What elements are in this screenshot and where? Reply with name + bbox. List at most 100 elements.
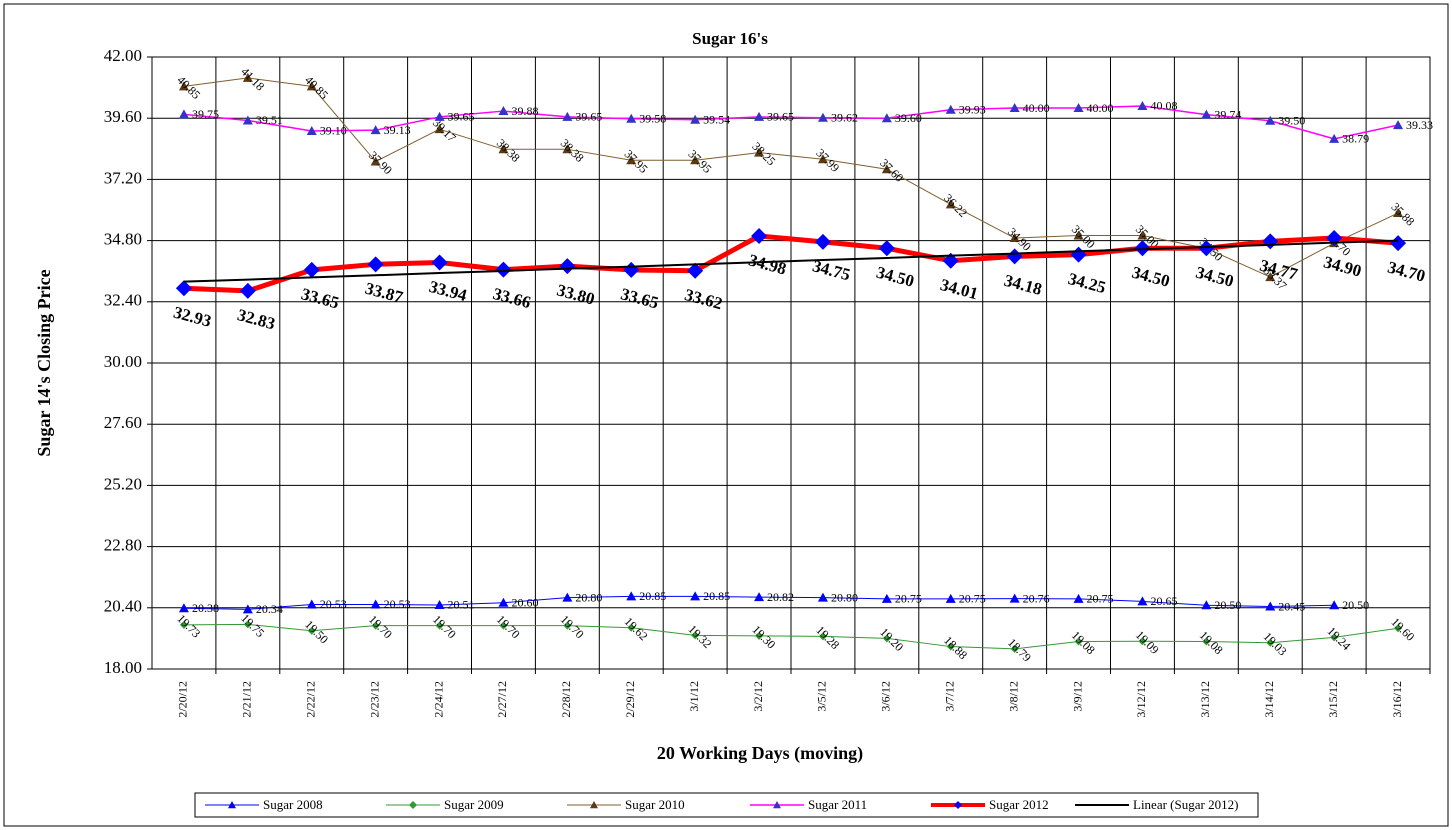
data-point [878, 240, 895, 257]
data-label: 40.00 [1023, 101, 1050, 115]
data-point [498, 106, 509, 116]
data-label: 39.13 [384, 123, 411, 137]
data-point [1393, 208, 1404, 218]
x-tick-label: 3/9/12 [1070, 681, 1084, 712]
data-point [1201, 600, 1212, 610]
data-label: 20.60 [511, 595, 538, 609]
data-label: 38.79 [1342, 132, 1369, 146]
data-point [1330, 633, 1339, 642]
data-point [814, 233, 831, 250]
data-point [1329, 600, 1340, 610]
x-tick-label: 3/13/12 [1198, 681, 1212, 718]
x-tick-label: 3/5/12 [815, 681, 829, 712]
data-point [1198, 240, 1215, 257]
data-point [1201, 109, 1212, 119]
data-point [370, 125, 381, 135]
data-label: 39.10 [320, 124, 347, 138]
data-point [1010, 644, 1019, 653]
y-tick-label: 25.20 [104, 474, 142, 493]
x-tick-label: 3/14/12 [1262, 681, 1276, 718]
data-point [818, 632, 827, 641]
y-tick-label: 30.00 [104, 352, 142, 371]
data-point [371, 621, 380, 630]
data-point [626, 591, 637, 601]
data-point [1390, 235, 1407, 252]
data-point [1009, 103, 1020, 112]
data-point [627, 623, 636, 632]
data-point [242, 72, 253, 82]
data-point [946, 642, 955, 651]
data-point [882, 634, 891, 643]
data-point [817, 112, 828, 122]
data-point [367, 256, 384, 273]
chart-title: Sugar 16's [692, 29, 768, 48]
data-point [1074, 637, 1083, 646]
data-point [239, 282, 256, 299]
data-point [1265, 272, 1276, 282]
legend-marker [590, 801, 598, 809]
data-point [431, 254, 448, 271]
data-point [945, 593, 956, 603]
data-point [945, 199, 956, 209]
x-tick-label: 2/24/12 [431, 681, 445, 718]
data-point [498, 144, 509, 154]
data-label: 39.50 [1278, 114, 1305, 128]
data-label: 20.76 [1023, 591, 1050, 605]
data-point [1329, 133, 1340, 143]
data-label: 20.85 [639, 589, 666, 603]
data-point [817, 592, 828, 602]
x-tick-label: 3/8/12 [1006, 681, 1020, 712]
data-point [559, 258, 576, 275]
x-tick-label: 2/22/12 [304, 681, 318, 718]
data-point [303, 261, 320, 278]
data-point [1394, 624, 1403, 633]
data-label: 39.60 [895, 111, 922, 125]
data-point [881, 113, 892, 123]
data-point [562, 592, 573, 602]
data-point [1009, 233, 1020, 243]
data-point [1137, 100, 1148, 110]
data-label: 20.65 [1150, 594, 1177, 608]
x-tick-label: 2/23/12 [367, 681, 381, 718]
x-tick-label: 3/12/12 [1134, 681, 1148, 718]
data-point [178, 81, 189, 91]
legend-label: Sugar 2012 [989, 797, 1049, 812]
series-line [183, 105, 1399, 140]
data-point [498, 597, 509, 607]
data-point [690, 155, 701, 165]
data-label: 39.65 [767, 110, 794, 124]
data-point [626, 113, 637, 123]
data-point [562, 144, 573, 154]
x-tick-label: 3/15/12 [1326, 681, 1340, 718]
data-point [690, 114, 701, 124]
x-tick-label: 3/7/12 [943, 681, 957, 712]
data-point [1009, 593, 1020, 603]
data-label: 20.80 [575, 590, 602, 604]
data-label: 20.53 [320, 597, 347, 611]
legend-marker [228, 801, 236, 809]
data-label: 39.62 [831, 110, 858, 124]
data-point [1266, 638, 1275, 647]
y-tick-label: 42.00 [104, 46, 142, 65]
legend-marker [954, 801, 962, 809]
data-point [1265, 115, 1276, 125]
data-point [307, 626, 316, 635]
data-point [242, 604, 253, 614]
series-line [183, 623, 1399, 650]
data-point [881, 164, 892, 174]
data-point [370, 156, 381, 166]
data-label: 39.33 [1406, 118, 1433, 132]
data-point [306, 599, 317, 609]
legend-label: Sugar 2011 [808, 797, 867, 812]
data-point [1134, 240, 1151, 257]
data-point [306, 81, 317, 91]
data-point [175, 280, 192, 297]
data-point [945, 104, 956, 114]
data-point [1393, 120, 1404, 130]
data-point [690, 591, 701, 601]
data-point [1137, 230, 1148, 240]
x-tick-label: 3/2/12 [751, 681, 765, 712]
data-point [1073, 230, 1084, 240]
data-point [562, 111, 573, 121]
